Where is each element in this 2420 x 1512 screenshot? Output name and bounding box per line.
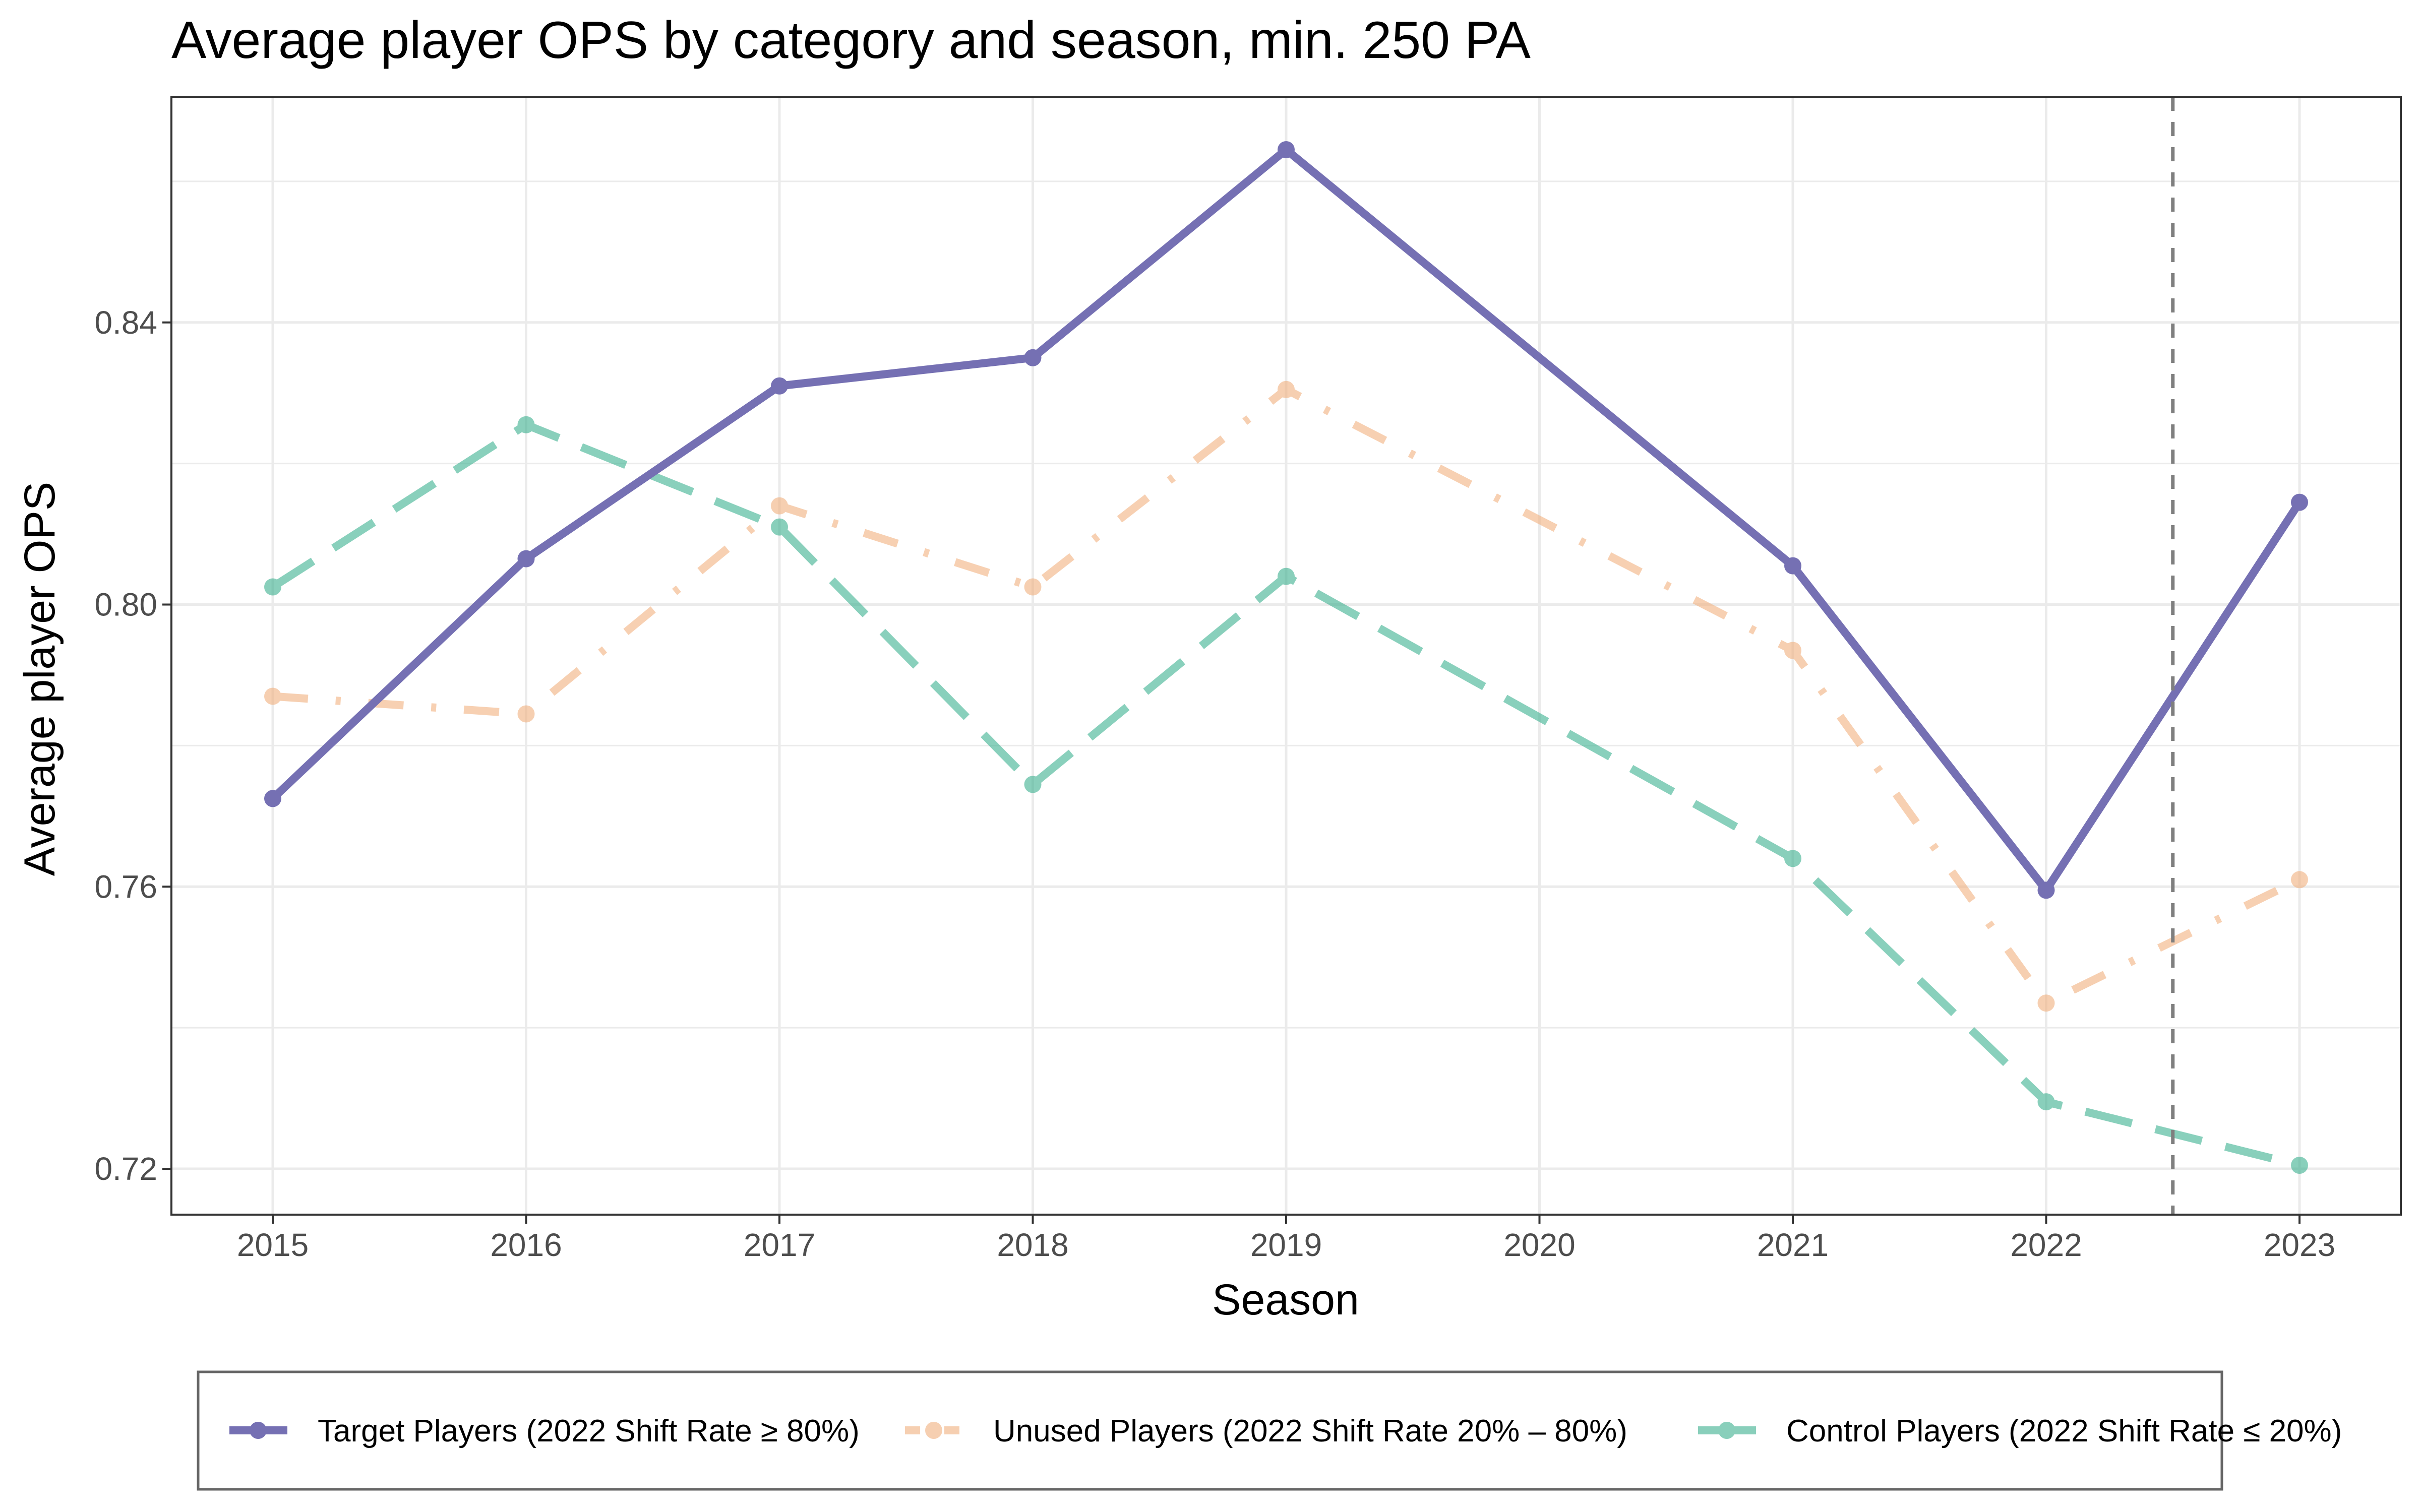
x-axis: 2015 2016 2017 2018 2019 2020 2021 2022 2023 <box>237 1215 2335 1263</box>
data-point <box>264 687 281 705</box>
data-point <box>1278 381 1295 398</box>
x-tick-label: 2022 <box>2010 1227 2082 1263</box>
legend-point <box>1718 1422 1735 1439</box>
data-point <box>2037 881 2055 899</box>
legend-key-2 <box>1698 1422 1756 1439</box>
legend: Target Players (2022 Shift Rate ≥ 80%) Un… <box>197 1370 2342 1491</box>
series-line <box>270 145 2303 895</box>
x-tick-label: 2018 <box>997 1227 1068 1263</box>
legend-items: Target Players (2022 Shift Rate ≥ 80%) Un… <box>229 1414 2342 1448</box>
x-tick-label: 2020 <box>1503 1227 1575 1263</box>
y-axis-title: Average player OPS <box>16 482 64 876</box>
y-tick-label: 0.76 <box>94 868 157 905</box>
x-tick-label: 2023 <box>2264 1227 2335 1263</box>
y-axis: 0.72 0.76 0.80 0.84 <box>94 304 171 1187</box>
series-lines <box>264 141 2308 1174</box>
x-tick-label: 2016 <box>490 1227 562 1263</box>
x-tick-label: 2021 <box>1757 1227 1829 1263</box>
data-point <box>1024 578 1042 596</box>
data-point <box>1024 776 1042 793</box>
data-point <box>2037 994 2055 1012</box>
plot-panel <box>170 96 2402 1216</box>
data-point <box>1278 141 1295 158</box>
x-axis-title: Season <box>1212 1276 1359 1324</box>
data-point <box>1784 642 1801 659</box>
legend-label: Unused Players (2022 Shift Rate 20% – 80… <box>993 1414 1627 1448</box>
legend-label: Target Players (2022 Shift Rate ≥ 80%) <box>318 1414 860 1448</box>
legend-point <box>925 1422 942 1439</box>
legend-point <box>250 1422 267 1439</box>
data-point <box>2291 871 2308 889</box>
data-point <box>1784 557 1801 575</box>
y-tick-label: 0.72 <box>94 1151 157 1187</box>
legend-label: Control Players (2022 Shift Rate ≤ 20%) <box>1786 1414 2342 1448</box>
data-point <box>517 550 535 568</box>
data-point <box>2037 1093 2055 1111</box>
data-point <box>771 497 788 515</box>
series-line <box>272 385 2302 1007</box>
series-1 <box>264 381 2308 1012</box>
x-tick-label: 2019 <box>1250 1227 1322 1263</box>
x-tick-label: 2017 <box>744 1227 815 1263</box>
data-point <box>517 416 535 433</box>
data-point <box>517 705 535 723</box>
chart-title: Average player OPS by category and seaso… <box>171 11 1531 70</box>
series-line <box>270 420 2301 1169</box>
data-point <box>2291 493 2308 511</box>
y-tick-label: 0.84 <box>94 304 157 341</box>
x-tick-label: 2015 <box>237 1227 309 1263</box>
data-point <box>771 518 788 536</box>
data-point <box>1278 568 1295 585</box>
series-0 <box>264 141 2308 899</box>
data-point <box>771 377 788 395</box>
legend-key-1 <box>905 1422 963 1439</box>
series-2 <box>264 416 2308 1174</box>
legend-key-0 <box>229 1422 287 1439</box>
data-point <box>264 790 281 807</box>
data-point <box>264 578 281 596</box>
data-point <box>1024 349 1042 366</box>
major-gridlines <box>171 97 2401 1215</box>
data-point <box>2291 1157 2308 1174</box>
data-point <box>1784 850 1801 867</box>
y-tick-label: 0.80 <box>94 587 157 623</box>
legend-box <box>197 1370 2223 1491</box>
